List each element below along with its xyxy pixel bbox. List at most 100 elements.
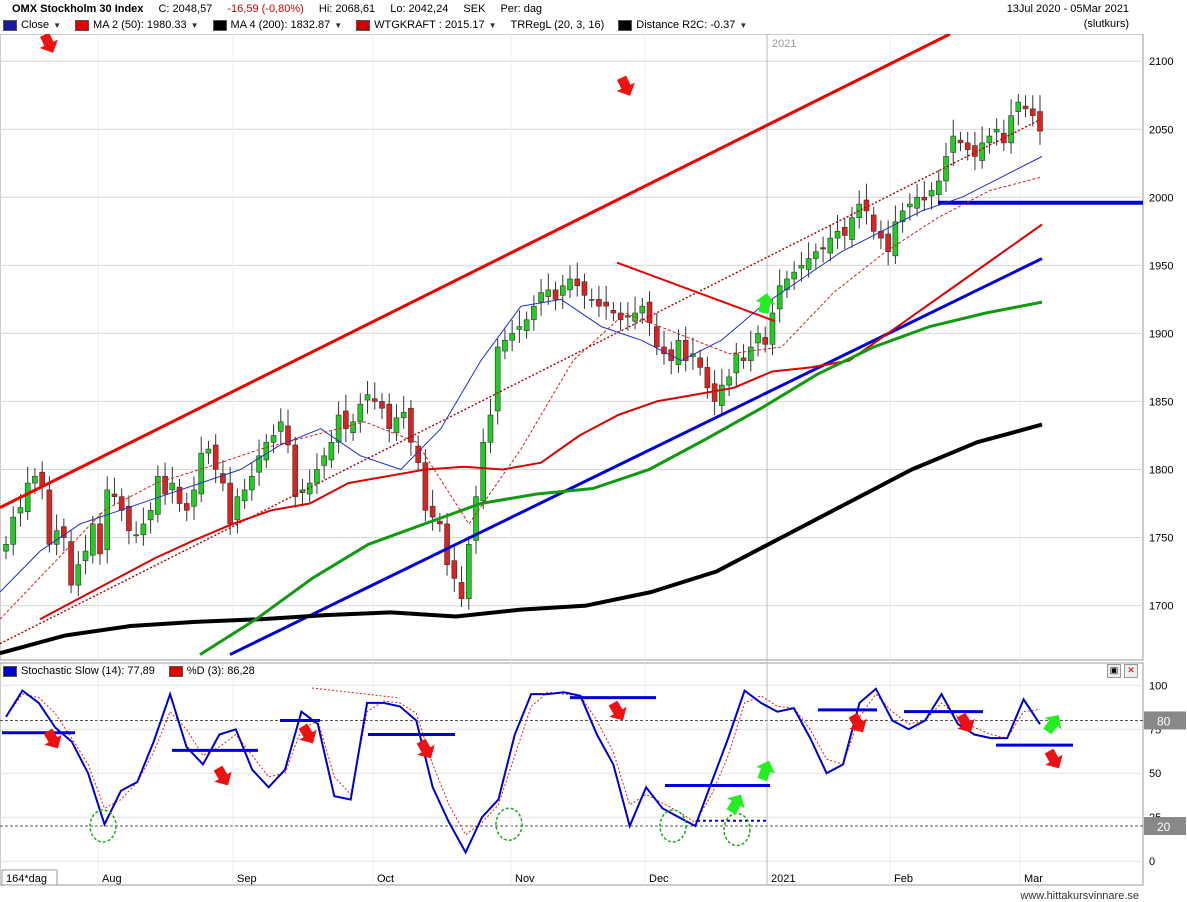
candle — [632, 312, 638, 322]
candle — [126, 505, 132, 532]
candle — [740, 357, 747, 361]
candle — [68, 541, 74, 586]
candle — [588, 299, 595, 301]
candle — [227, 482, 233, 525]
candle — [17, 507, 24, 514]
signal-arrow-icon — [213, 765, 232, 786]
arrow-shape — [1043, 715, 1062, 735]
candle — [24, 482, 31, 512]
candle — [827, 237, 834, 254]
candle — [241, 489, 248, 502]
dropdown-icon[interactable]: ▼ — [488, 20, 497, 30]
candle — [769, 312, 776, 345]
dropdown-icon[interactable]: ▼ — [334, 20, 343, 30]
candle — [559, 285, 566, 296]
legend-item[interactable]: WTGKRAFT : 2015.17 ▼ — [356, 19, 497, 31]
candle — [892, 221, 899, 257]
y-tick-label: 2000 — [1149, 192, 1173, 204]
signal-arrow-icon — [956, 712, 975, 733]
candle — [545, 289, 552, 297]
x-tick-label: Mar — [1024, 873, 1043, 885]
legend-swatch — [212, 19, 227, 31]
candle — [458, 582, 465, 600]
candle — [61, 526, 67, 538]
candle — [314, 469, 320, 484]
legend-item[interactable]: TRRegL (20, 3, 16) — [511, 19, 605, 31]
candle — [111, 493, 118, 497]
candle — [494, 346, 501, 412]
signal-arrow-icon — [756, 760, 776, 782]
legend-item[interactable]: MA 4 (200): 1832.87 ▼ — [212, 19, 343, 31]
site-footer: www.hittakursvinnare.se — [1020, 890, 1139, 902]
candle — [711, 383, 718, 402]
period-tag: 164*dag — [6, 873, 47, 885]
candle — [921, 197, 928, 201]
candle — [834, 231, 841, 239]
date-range: 13Jul 2020 - 05Mar 2021 — [1006, 3, 1129, 15]
candle — [574, 278, 581, 287]
candle — [762, 337, 769, 345]
candle — [198, 452, 205, 495]
candle — [249, 475, 255, 491]
candle — [364, 394, 371, 401]
candle — [147, 510, 154, 521]
legend-label: Stochastic Slow (14): 77,89 — [21, 665, 155, 677]
signal-arrow-icon — [608, 700, 627, 721]
index-title: OMX Stockholm 30 Index — [12, 3, 144, 15]
candle — [89, 523, 96, 556]
period-tag-box — [1, 869, 58, 886]
arrow-shape — [848, 712, 867, 733]
candle — [704, 367, 711, 389]
legend-swatch — [356, 19, 371, 31]
price-type: (slutkurs) — [1083, 18, 1129, 30]
dropdown-icon[interactable]: ▼ — [53, 20, 62, 30]
x-tick-label: Dec — [649, 873, 669, 885]
arrow-shape — [39, 32, 58, 53]
candle — [10, 516, 17, 545]
candle — [277, 421, 284, 432]
legend-label: TRRegL (20, 3, 16) — [510, 19, 605, 31]
dropdown-icon[interactable]: ▼ — [190, 20, 199, 30]
oscillator-legend-item[interactable]: %D (3): 86,28 — [168, 665, 255, 677]
candle — [183, 503, 190, 511]
candle — [1015, 101, 1022, 112]
legend-label: Close — [21, 19, 50, 31]
candle — [581, 281, 588, 296]
candle — [567, 278, 573, 291]
legend-item[interactable]: Distance R2C: -0.37 ▼ — [618, 19, 747, 31]
dropdown-icon[interactable]: ▼ — [739, 20, 748, 30]
support-trendline — [229, 257, 1043, 656]
candle — [386, 403, 393, 429]
candle — [465, 544, 472, 600]
high-value: Hi: 2068,61 — [318, 3, 376, 15]
candle — [733, 353, 740, 374]
signal-arrow-icon — [1043, 715, 1062, 735]
oscillator-legend-item[interactable]: Stochastic Slow (14): 77,89 — [3, 665, 155, 677]
candle — [3, 544, 9, 552]
candle — [755, 333, 761, 344]
candle — [813, 251, 819, 259]
legend-item[interactable]: Close ▼ — [3, 19, 61, 31]
arrow-shape — [608, 700, 627, 721]
candle — [646, 301, 653, 323]
candle — [610, 309, 617, 314]
x-tick-label: Feb — [894, 873, 913, 885]
legend-item[interactable]: MA 2 (50): 1980.33 ▼ — [75, 19, 199, 31]
y-tick-label: 2100 — [1149, 56, 1173, 68]
osc-level-box — [1144, 711, 1186, 730]
signal-arrow-icon — [39, 32, 58, 53]
osc-level-label: 20 — [1157, 820, 1171, 834]
close-icon[interactable]: ✕ — [1124, 664, 1138, 678]
maximize-icon[interactable]: ▣ — [1107, 664, 1121, 678]
arrow-shape — [213, 765, 232, 786]
ma50-line — [39, 223, 1043, 621]
candle — [205, 448, 212, 454]
candle — [234, 496, 241, 521]
candle — [46, 489, 53, 545]
candle — [39, 471, 45, 487]
candle — [885, 233, 891, 253]
signal-arrow-icon — [1044, 748, 1063, 769]
candle — [682, 339, 689, 361]
x-tick-label: 2021 — [771, 873, 795, 885]
